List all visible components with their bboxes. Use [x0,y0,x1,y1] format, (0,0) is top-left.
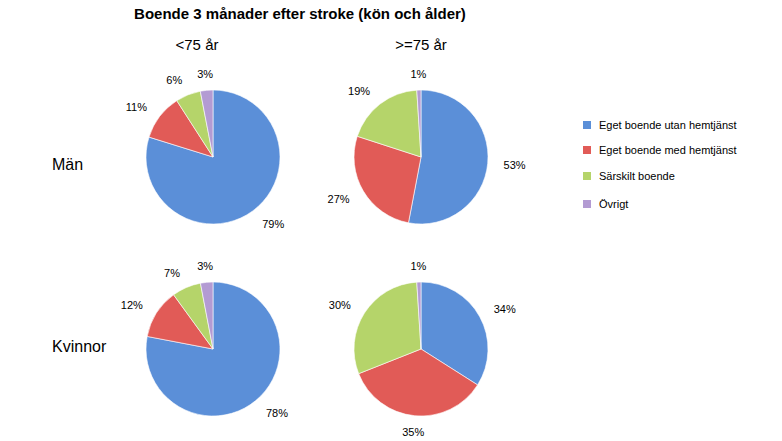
legend-label: Eget boende utan hemtjänst [599,119,737,131]
pie [354,282,488,416]
pie [146,90,280,224]
data-label: 3% [197,68,213,80]
data-label: 12% [121,299,143,311]
data-label: 11% [126,101,147,113]
data-label: 1% [410,260,426,272]
column-label: <75 år [176,36,219,53]
pie-slice [200,90,213,157]
legend-swatch [583,121,591,129]
legend-label: Eget boende med hemtjänst [599,144,737,156]
column-label: >=75 år [395,36,447,53]
data-label: 3% [197,260,213,272]
pie-slice [146,90,280,224]
data-label: 1% [410,68,426,80]
data-label: 79% [262,218,284,230]
pie [146,282,280,416]
data-label: 30% [329,299,351,311]
pie-slice [354,282,421,374]
data-label: 53% [504,159,526,171]
pie-slice [357,90,421,157]
legend-swatch [583,172,591,180]
pie-slice [417,90,421,157]
data-label: 19% [348,85,370,97]
row-label: Kvinnor [52,338,107,355]
legend-label: Övrigt [599,198,628,210]
data-label: 34% [494,303,516,315]
pie-slice [200,282,213,349]
data-label: 78% [266,407,288,419]
pie [354,90,488,224]
row-label: Män [52,156,83,173]
chart: Boende 3 månader efter stroke (kön och å… [0,0,782,441]
pie-slice [146,282,280,416]
legend-swatch [583,200,591,208]
data-label: 6% [166,74,182,86]
data-label: 27% [328,193,350,205]
pie-slice [417,282,421,349]
title: Boende 3 månader efter stroke (kön och å… [134,5,466,22]
data-label: 35% [402,426,424,438]
legend-label: Särskilt boende [599,170,675,182]
data-label: 7% [164,267,180,279]
legend-swatch [583,146,591,154]
